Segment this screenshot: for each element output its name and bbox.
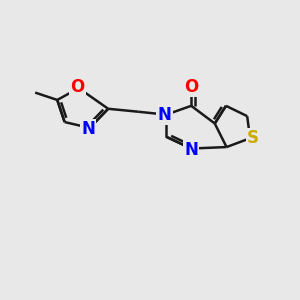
Text: O: O: [70, 78, 84, 96]
Text: N: N: [184, 141, 198, 159]
Text: N: N: [81, 120, 95, 138]
Text: S: S: [247, 129, 259, 147]
Text: O: O: [184, 78, 198, 96]
Text: N: N: [158, 106, 172, 124]
